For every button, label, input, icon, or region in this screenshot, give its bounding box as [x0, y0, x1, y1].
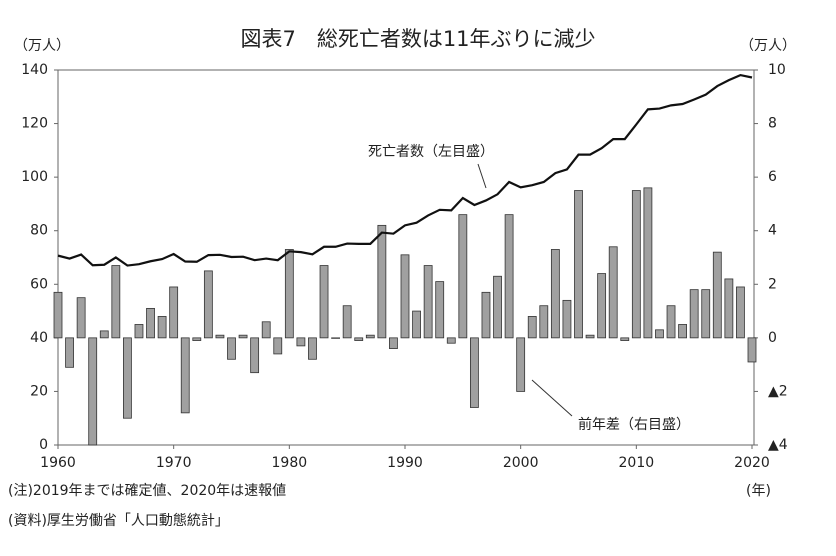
y-tick-label: 100	[21, 169, 48, 185]
y2-tick-label: 10	[768, 62, 786, 78]
note: (注)2019年までは確定値、2020年は速報値	[8, 483, 286, 499]
y2-tick-label: ▲4	[768, 437, 788, 453]
bar	[585, 334, 595, 339]
bar	[412, 310, 421, 339]
bar	[435, 281, 445, 339]
bar	[527, 316, 537, 339]
leader-line	[531, 379, 573, 417]
x-tick-label: 1960	[40, 455, 76, 471]
bar	[562, 299, 572, 339]
bar	[446, 337, 456, 344]
bar	[65, 337, 74, 368]
bar	[389, 337, 398, 349]
bar	[493, 275, 502, 339]
y-tick-label: 40	[30, 330, 48, 346]
bar	[76, 297, 86, 339]
leader-line	[477, 163, 487, 189]
y2-tick-label: 4	[768, 223, 777, 239]
bar	[377, 224, 387, 339]
bar	[169, 286, 179, 339]
bar	[354, 337, 364, 341]
bar	[620, 337, 630, 341]
x-tick-label: 1970	[156, 455, 192, 471]
bar	[678, 324, 687, 339]
y2-tick-label: 6	[768, 169, 777, 185]
y-tick-label: 0	[39, 437, 48, 453]
bar	[261, 321, 271, 339]
bar	[712, 251, 722, 339]
x-tick-label: 1990	[387, 455, 423, 471]
bar	[747, 337, 757, 363]
bar	[597, 273, 607, 339]
x-axis-label: (年)	[746, 483, 771, 499]
bar	[689, 289, 699, 339]
note: (資料)厚生労働省「人口動態統計」	[8, 513, 229, 529]
bar	[99, 330, 109, 339]
bar	[296, 337, 306, 347]
bar	[574, 190, 583, 339]
y-tick-label: 140	[21, 62, 48, 78]
bar	[134, 324, 144, 339]
bar	[643, 187, 653, 339]
bar	[365, 334, 375, 339]
bar	[655, 329, 664, 339]
bar	[539, 305, 549, 339]
bar	[736, 286, 745, 339]
x-tick-label: 2020	[734, 455, 770, 471]
x-tick-label: 2010	[619, 455, 655, 471]
y-axis-label: （万人）	[14, 38, 70, 54]
bar	[180, 337, 190, 414]
bar	[319, 265, 329, 339]
y-tick-label: 120	[21, 116, 48, 132]
bar	[53, 291, 63, 339]
bar	[631, 190, 641, 339]
y2-tick-label: 0	[768, 330, 777, 346]
annotation: 前年差（右目盛）	[578, 416, 690, 433]
bar	[724, 278, 734, 339]
bar	[469, 337, 479, 408]
bar	[273, 337, 283, 355]
bar	[516, 337, 526, 392]
bar	[342, 305, 352, 339]
bar	[203, 270, 213, 339]
bar	[111, 265, 121, 339]
bar	[227, 337, 236, 360]
bar	[423, 265, 433, 339]
chart-title: 図表7 総死亡者数は11年ぶりに減少	[240, 27, 595, 51]
y2-tick-label: 2	[768, 276, 777, 292]
bar	[504, 214, 514, 339]
plot-frame	[57, 69, 755, 446]
bar	[284, 249, 294, 339]
bar	[192, 337, 202, 341]
bar	[146, 307, 155, 339]
y2-tick-label: ▲2	[768, 383, 788, 399]
bar	[238, 334, 248, 339]
bar	[215, 334, 225, 339]
bar	[458, 214, 468, 339]
y-tick-label: 80	[30, 223, 48, 239]
y-tick-label: 60	[30, 276, 48, 292]
y-tick-label: 20	[30, 383, 48, 399]
bar	[250, 337, 260, 374]
bar	[400, 254, 410, 339]
bar	[308, 337, 317, 360]
bar	[666, 305, 676, 339]
bar	[481, 291, 491, 339]
y2-tick-label: 8	[768, 116, 777, 132]
line	[57, 73, 753, 267]
annotation: 死亡者数（左目盛）	[368, 144, 494, 160]
x-tick-label: 2000	[503, 455, 539, 471]
bar	[608, 246, 618, 339]
x-tick-label: 1980	[272, 455, 308, 471]
bar	[88, 337, 98, 446]
bar	[701, 289, 711, 339]
bar	[123, 337, 132, 419]
bar	[331, 337, 341, 339]
bar	[157, 316, 167, 339]
y2-axis-label: （万人）	[740, 38, 796, 54]
bar	[550, 249, 560, 339]
